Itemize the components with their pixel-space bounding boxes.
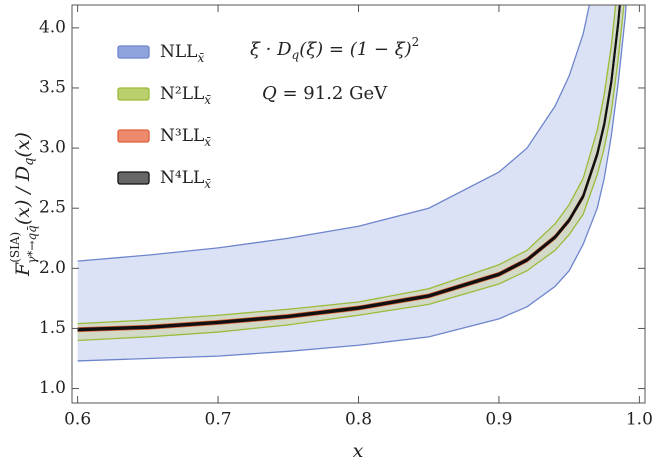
legend-swatch [117,129,150,143]
y-label-part: (SIA) [8,232,22,263]
annotation-part: ξ · D [250,39,292,60]
legend-subscript: x̄ [204,177,211,191]
legend-label: NLLx̄ [160,42,205,65]
y-tick-label: 1.5 [39,318,66,338]
legend-name: N²LL [160,84,204,104]
y-label-part: q [22,158,37,166]
legend-swatch [117,45,150,59]
band-edge [77,5,617,325]
y-tick-label: 2.5 [39,198,66,218]
legend-subscript: x̄ [204,135,211,149]
x-tick-label: 1.0 [626,410,653,430]
plot-area [77,5,627,362]
legend-swatch [117,87,150,101]
y-label-part: F [12,262,34,277]
annotation-part: Q [262,83,277,104]
band-edge [77,5,627,362]
legend-subscript: x̄ [204,93,211,107]
band-edge [77,5,621,332]
legend-label: N⁴LLx̄ [160,168,211,191]
annotation-part: = 91.2 GeV [277,83,388,104]
annotation-part: q [292,48,300,62]
x-tick-label: 0.9 [485,410,512,430]
y-tick-label: 3.5 [39,77,66,97]
legend-subscript: x̄ [197,51,204,65]
legend-label: N³LLx̄ [160,126,211,149]
legend-swatch [117,171,150,185]
y-label-part: (x) [12,132,34,158]
y-label-part: (x) / D [12,166,34,225]
y-label-part: γ*→qq̄ [25,225,39,264]
x-tick-label: 0.7 [205,410,232,430]
y-tick-label: 1.0 [39,378,66,398]
legend-name: NLL [160,42,197,62]
annotation-part: 2 [412,35,420,49]
x-tick-label: 0.6 [64,410,91,430]
annotation: ξ · Dq(ξ) = (1 − ξ)2 [250,35,419,62]
band-edge [77,5,590,262]
legend-name: N³LL [160,126,204,146]
band-edge [77,5,625,342]
annotation: Q = 91.2 GeV [262,83,388,104]
y-tick-label: 2.0 [39,258,66,278]
y-axis-label: F(SIA) γ*→qq̄(x) / Dq(x) [8,132,39,277]
annotation-part: (ξ) = (1 − ξ) [299,39,411,60]
legend-name: N⁴LL [160,168,204,188]
y-tick-label: 4.0 [39,17,66,37]
legend-label: N²LLx̄ [160,84,211,107]
x-axis-label: x [353,440,364,462]
x-tick-label: 0.8 [345,410,372,430]
y-tick-label: 3.0 [39,138,66,158]
